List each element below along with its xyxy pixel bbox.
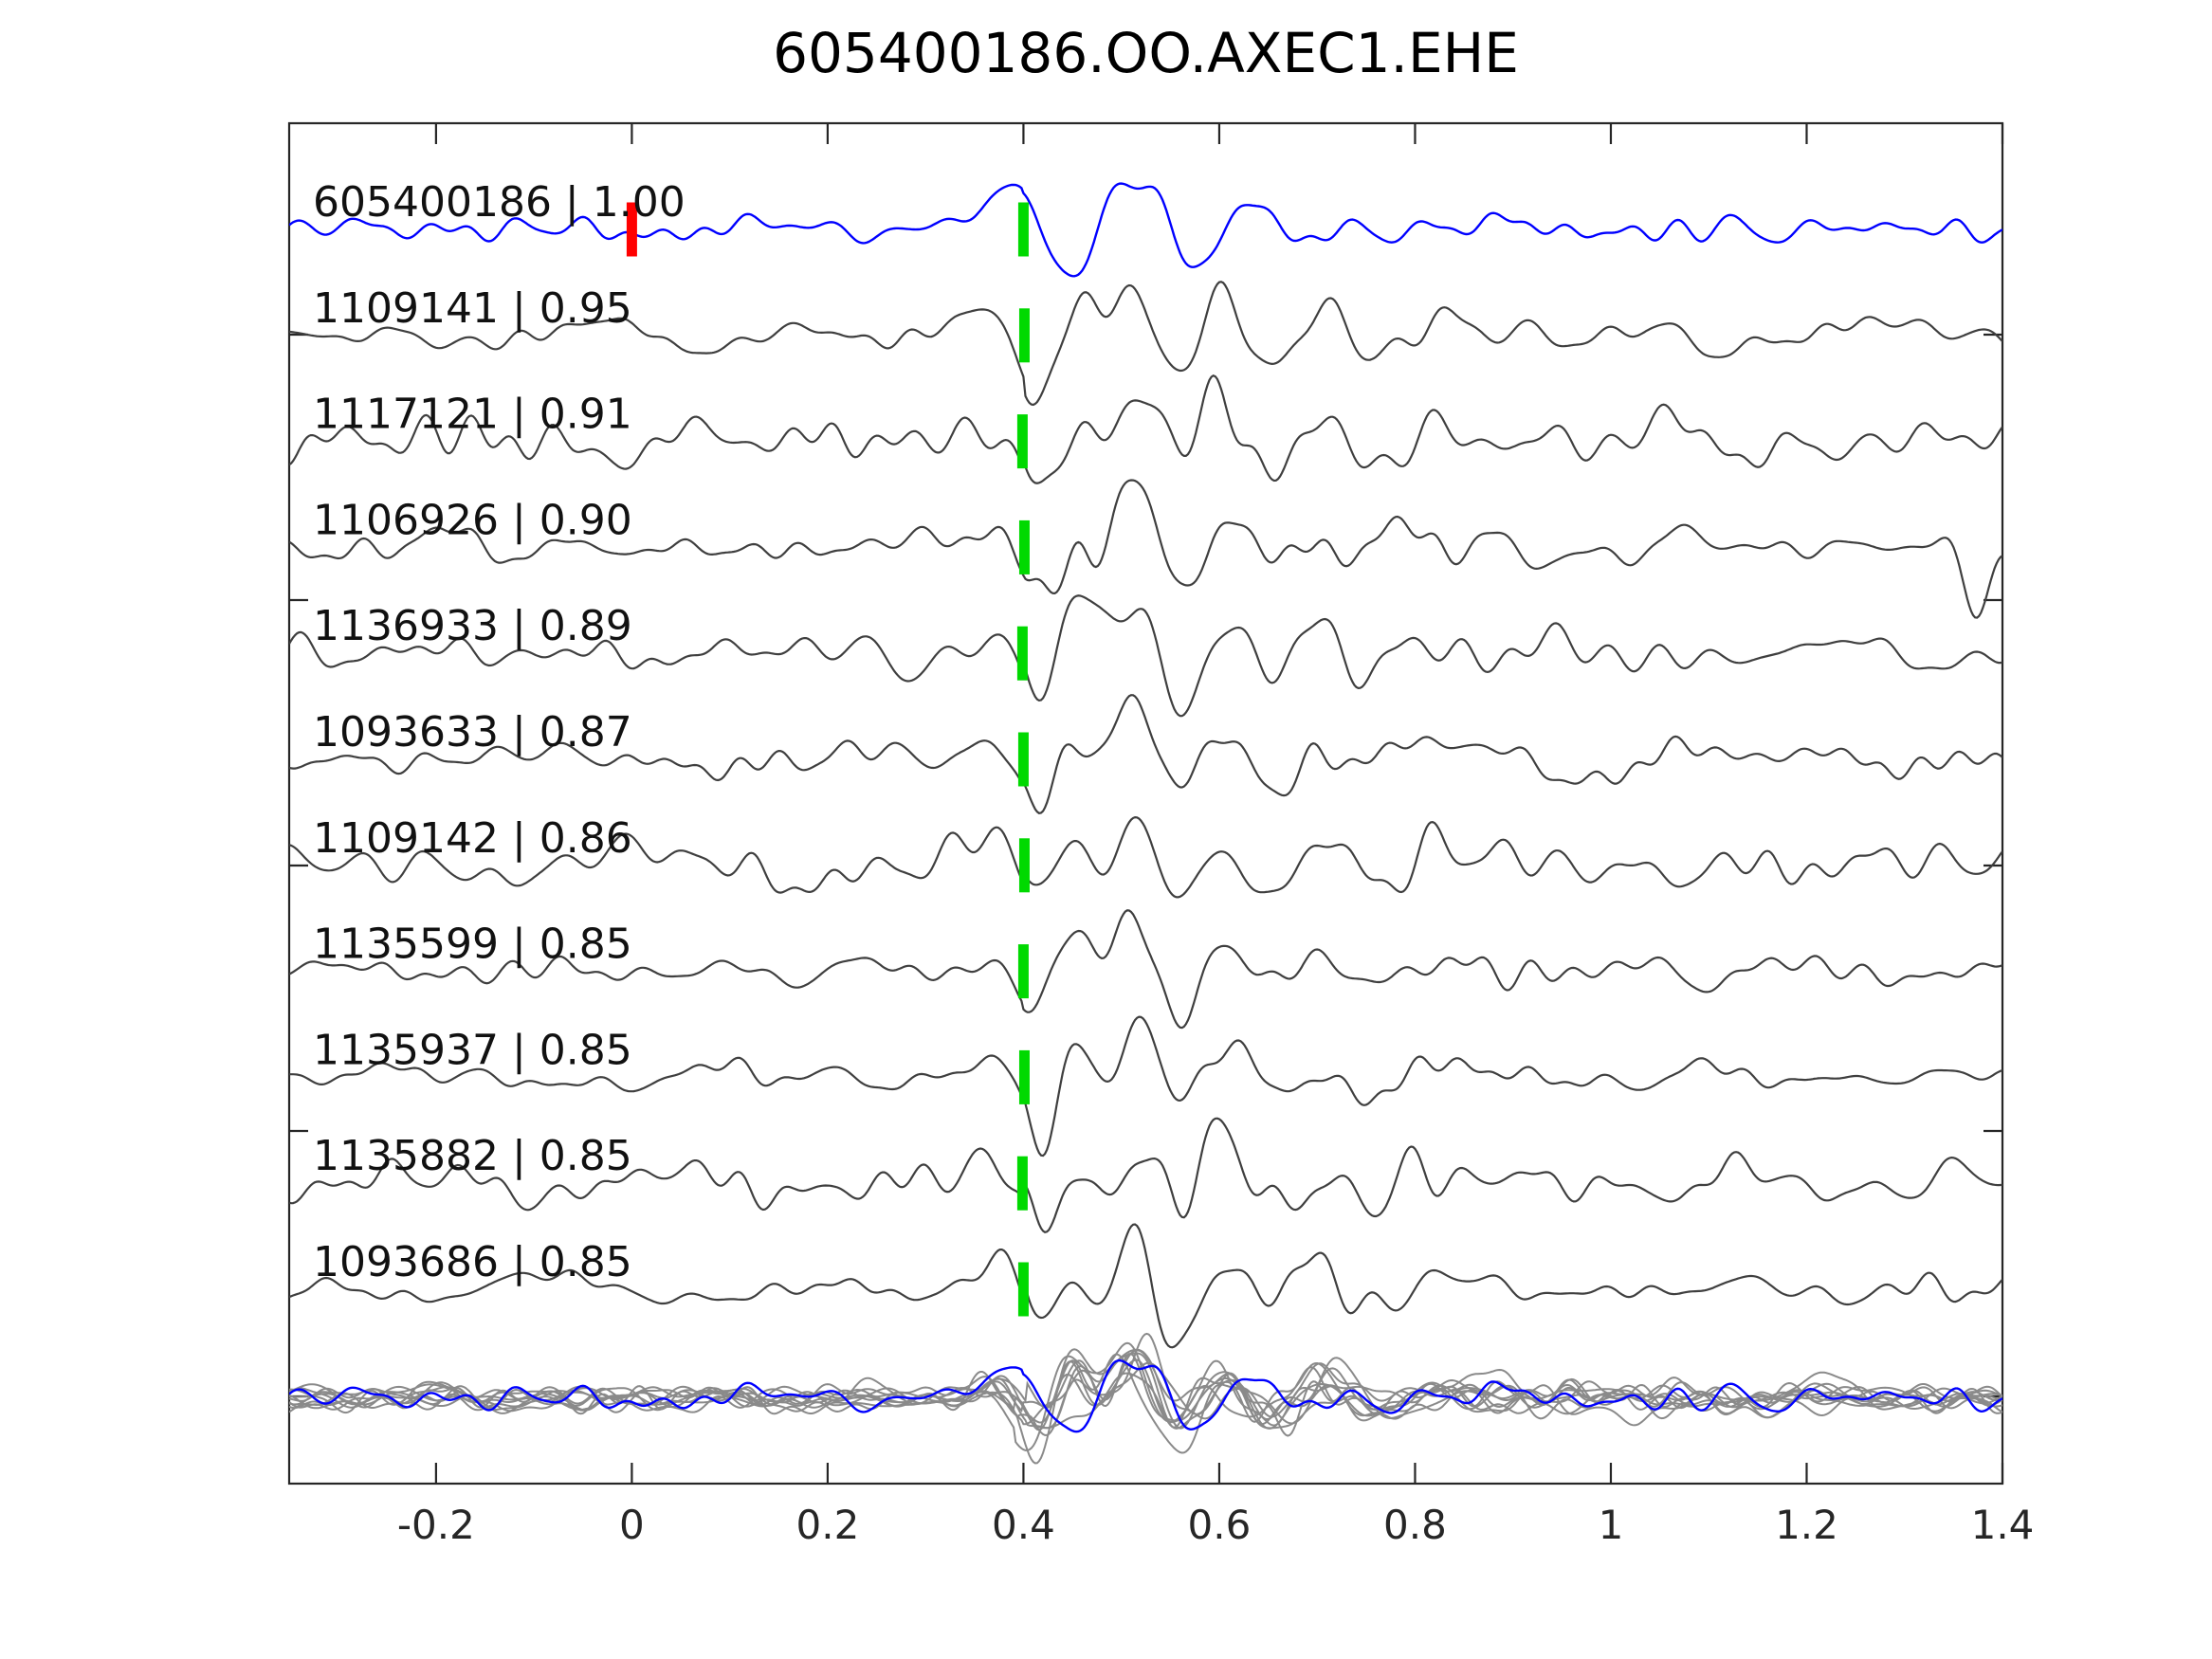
match-trace bbox=[289, 479, 2002, 619]
match-trace bbox=[289, 1117, 2002, 1233]
match-trace bbox=[289, 374, 2002, 484]
x-tick-label: 0.2 bbox=[796, 1502, 860, 1548]
stack-member-trace bbox=[289, 1348, 2002, 1465]
trace-label: 605400186 | 1.00 bbox=[313, 178, 686, 227]
pick-marker bbox=[1018, 838, 1030, 893]
pick-marker bbox=[1017, 732, 1029, 787]
pick-marker bbox=[1018, 520, 1030, 574]
trace-area: 605400186 | 1.00 1109141 | 0.95 1117121 | … bbox=[289, 178, 2002, 1465]
pick-marker bbox=[1017, 944, 1029, 999]
x-tick-label: 0.6 bbox=[1188, 1502, 1252, 1548]
stack-member-trace bbox=[289, 1353, 2002, 1437]
x-tick-label: -0.2 bbox=[397, 1502, 475, 1548]
match-trace bbox=[289, 281, 2002, 407]
trace-label: 1135937 | 0.85 bbox=[313, 1026, 632, 1074]
trace-label: 1135599 | 0.85 bbox=[313, 921, 632, 969]
x-tick-label: 0.4 bbox=[992, 1502, 1055, 1548]
template-trace bbox=[289, 182, 2002, 278]
pick-marker bbox=[1017, 202, 1029, 257]
match-trace bbox=[289, 1015, 2002, 1158]
x-tick-label: 1 bbox=[1599, 1502, 1624, 1548]
trace-label: 1136933 | 0.89 bbox=[313, 602, 632, 650]
match-trace bbox=[289, 1223, 2002, 1349]
stack-template-trace bbox=[289, 1358, 2002, 1433]
match-trace bbox=[289, 815, 2002, 899]
x-tick-label: 1.4 bbox=[1971, 1502, 2035, 1548]
x-tick-label: 1.2 bbox=[1775, 1502, 1838, 1548]
pick-marker bbox=[1018, 308, 1030, 363]
match-trace bbox=[289, 909, 2002, 1030]
plot-border bbox=[287, 121, 2004, 1486]
trace-label: 1093633 | 0.87 bbox=[313, 708, 632, 757]
trace-label: 1093686 | 0.85 bbox=[313, 1238, 632, 1286]
trace-label: 1106926 | 0.90 bbox=[313, 496, 632, 544]
trace-label: 1109142 | 0.86 bbox=[313, 814, 632, 863]
origin-time-marker bbox=[626, 202, 637, 257]
pick-marker bbox=[1017, 1262, 1029, 1317]
trace-label: 1135882 | 0.85 bbox=[313, 1132, 632, 1180]
match-trace bbox=[289, 594, 2002, 718]
pick-marker bbox=[1016, 1156, 1028, 1211]
pick-marker bbox=[1018, 1049, 1030, 1104]
x-tick-label: 0.8 bbox=[1383, 1502, 1447, 1548]
stack-member-trace bbox=[289, 1332, 2002, 1436]
stack-member-trace bbox=[289, 1353, 2002, 1454]
x-tick-label: 0 bbox=[619, 1502, 645, 1548]
stack-member-trace bbox=[289, 1361, 2002, 1431]
pick-marker bbox=[1016, 414, 1028, 469]
match-trace bbox=[289, 694, 2002, 814]
trace-label: 1117121 | 0.91 bbox=[313, 391, 632, 439]
pick-marker bbox=[1016, 626, 1028, 681]
chart-title: 605400186.OO.AXEC1.EHE bbox=[773, 21, 1519, 85]
trace-label: 1109141 | 0.95 bbox=[313, 284, 632, 333]
